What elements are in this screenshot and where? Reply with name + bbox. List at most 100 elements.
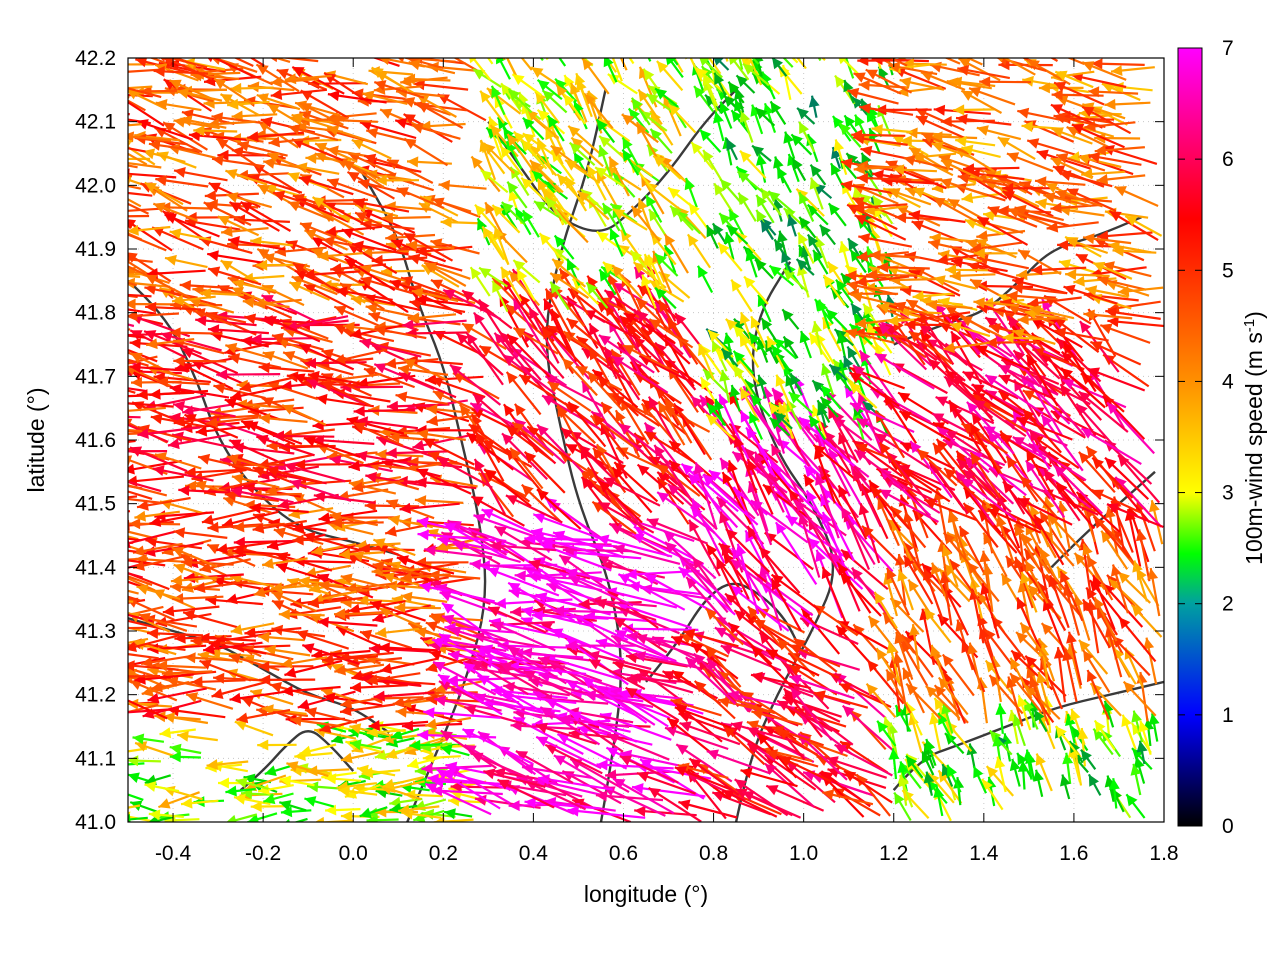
wind-vector	[163, 712, 209, 725]
wind-vector	[128, 541, 134, 545]
wind-vector-head	[322, 654, 334, 665]
wind-vector	[137, 426, 201, 439]
wind-vector-head	[306, 765, 318, 777]
terrain-contour-line	[545, 89, 622, 822]
wind-vector-head	[154, 711, 166, 723]
wind-vector-head	[75, 342, 87, 352]
wind-vector	[128, 99, 146, 112]
wind-vector	[128, 475, 185, 487]
wind-vector-shaft	[520, 58, 533, 71]
wind-vector	[257, 784, 294, 795]
wind-vector	[356, 416, 419, 430]
wind-vector-head	[614, 34, 625, 46]
wind-vector	[258, 631, 305, 643]
wind-vector	[132, 542, 183, 557]
wind-vector	[271, 591, 318, 613]
wind-vector-head	[97, 797, 109, 807]
wind-vector-head	[83, 602, 95, 613]
wind-vector	[185, 692, 234, 710]
wind-vector-head	[382, 778, 395, 790]
wind-vector	[128, 589, 139, 595]
wind-vector-head	[548, 42, 559, 54]
wind-vector-head	[514, 403, 526, 417]
wind-vector-head	[116, 269, 127, 280]
wind-vector-head	[247, 813, 259, 822]
wind-vector	[232, 546, 291, 558]
wind-vector-head	[275, 562, 289, 573]
wind-vector	[132, 733, 165, 745]
wind-vector-shaft	[128, 172, 177, 179]
wind-vector-head	[307, 781, 319, 793]
wind-vector	[128, 152, 148, 166]
wind-vector	[311, 542, 357, 556]
wind-vector	[128, 225, 133, 229]
wind-vector	[271, 599, 322, 625]
wind-vector-head	[505, 36, 516, 48]
wind-vector-head	[158, 798, 171, 809]
wind-vector-head	[414, 765, 427, 776]
wind-vector	[455, 332, 504, 376]
wind-vector-head	[357, 764, 369, 776]
wind-vector-head	[74, 96, 86, 107]
wind-vector	[211, 154, 265, 168]
wind-vector	[279, 775, 315, 787]
wind-vector-head	[247, 81, 260, 93]
wind-vector-head	[366, 674, 379, 686]
wind-vector-head	[132, 545, 145, 557]
wind-vector-head	[302, 643, 315, 654]
wind-vector	[134, 510, 180, 522]
wind-vector-head	[151, 681, 163, 693]
wind-vector	[97, 797, 129, 811]
wind-vector	[333, 608, 384, 620]
wind-vector-head	[390, 729, 403, 740]
wind-vector-head	[101, 536, 113, 547]
terrain-contour-line	[892, 680, 1164, 791]
wind-vector-shaft	[128, 328, 131, 331]
wind-vector-head	[129, 518, 141, 530]
wind-vector-head	[270, 58, 278, 63]
wind-vector	[140, 654, 193, 668]
wind-vector	[128, 813, 148, 822]
wind-vector-head	[272, 600, 285, 611]
wind-vector-shaft	[128, 152, 148, 166]
wind-vector-head	[205, 43, 217, 53]
wind-vector-head	[77, 410, 88, 421]
wind-vector	[339, 703, 396, 716]
wind-vector-shaft	[128, 140, 133, 143]
wind-vector-head	[103, 339, 115, 349]
wind-vector-head	[216, 138, 229, 150]
wind-vector-head	[128, 660, 135, 672]
wind-vector-head	[273, 527, 286, 539]
wind-vector	[419, 740, 453, 752]
wind-vector	[316, 573, 374, 599]
wind-vector	[128, 676, 132, 680]
wind-vector	[321, 654, 378, 665]
wind-vector-shaft	[128, 535, 139, 541]
wind-vector-shaft	[128, 804, 141, 809]
wind-vector-head	[116, 622, 128, 633]
wind-vector-head	[190, 635, 202, 647]
wind-vector	[173, 167, 228, 182]
wind-vector	[261, 557, 308, 569]
wind-vector	[147, 687, 207, 704]
wind-vector	[369, 600, 426, 622]
wind-vector-head	[233, 521, 245, 533]
wind-vector	[382, 572, 428, 589]
wind-vector-shaft	[558, 58, 567, 67]
wind-vector	[83, 602, 129, 613]
wind-vector-head	[234, 793, 246, 805]
wind-vector	[229, 690, 289, 704]
wind-vector-head	[115, 398, 126, 409]
wind-vector-head	[128, 668, 137, 680]
wind-vector-head	[203, 643, 215, 655]
wind-vector-head	[129, 337, 141, 349]
wind-vector-head	[284, 667, 297, 678]
wind-vector-head	[128, 772, 140, 783]
wind-vector-head	[214, 78, 227, 90]
wind-vector-head	[141, 685, 154, 697]
wind-vector	[318, 509, 378, 524]
wind-vector-head	[257, 739, 269, 751]
wind-vector	[185, 212, 241, 223]
wind-vector-head	[258, 631, 270, 643]
